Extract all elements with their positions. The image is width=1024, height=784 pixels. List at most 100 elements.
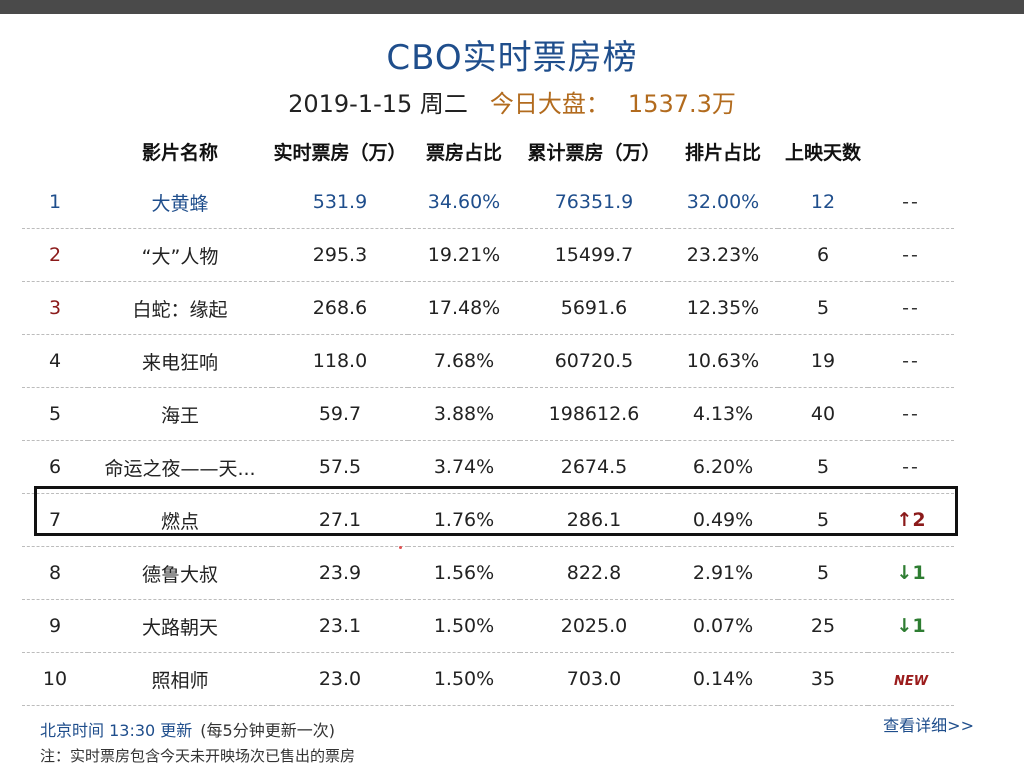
rank-cell: 3 xyxy=(22,281,88,335)
days-cell: 5 xyxy=(778,281,868,335)
rank-cell: 9 xyxy=(22,599,88,653)
days-cell: 5 xyxy=(778,546,868,600)
trend-change: 2 xyxy=(912,509,926,531)
movie-name[interactable]: 照相师 xyxy=(88,652,272,706)
realtime-cell: 59.7 xyxy=(272,387,408,441)
trend-cell: -- xyxy=(868,387,954,441)
movie-name[interactable]: 燃点 xyxy=(88,493,272,547)
days-cell: 19 xyxy=(778,334,868,388)
update-time-text: 北京时间 13:30 更新 xyxy=(40,721,193,740)
total-cell: 822.8 xyxy=(520,546,668,600)
header-total: 累计票房（万） xyxy=(527,141,661,164)
realtime-cell: 23.0 xyxy=(272,652,408,706)
movie-name[interactable]: 大黄蜂 xyxy=(88,176,272,229)
share-cell: 1.50% xyxy=(408,599,520,653)
schedule-cell: 0.14% xyxy=(668,652,778,706)
realtime-cell: 268.6 xyxy=(272,281,408,335)
market-label: 今日大盘： xyxy=(489,90,610,118)
schedule-cell: 2.91% xyxy=(668,546,778,600)
trend-cell: -- xyxy=(868,440,954,494)
realtime-cell: 531.9 xyxy=(272,176,408,229)
movie-name[interactable]: 命运之夜——天... xyxy=(88,440,272,494)
rank-cell: 6 xyxy=(22,440,88,494)
share-cell: 3.88% xyxy=(408,387,520,441)
trend-flat: -- xyxy=(902,350,920,372)
market-value: 1537.3万 xyxy=(627,90,736,118)
movie-name[interactable]: 大路朝天 xyxy=(88,599,272,653)
trend-cell: -- xyxy=(868,228,954,282)
days-cell: 12 xyxy=(778,176,868,229)
total-cell: 76351.9 xyxy=(520,176,668,229)
total-cell: 2674.5 xyxy=(520,440,668,494)
highlight-box xyxy=(34,486,958,536)
realtime-cell: 57.5 xyxy=(272,440,408,494)
share-cell: 1.50% xyxy=(408,652,520,706)
share-cell: 19.21% xyxy=(408,228,520,282)
share-cell: 1.76% xyxy=(408,493,520,547)
share-cell: 3.74% xyxy=(408,440,520,494)
schedule-cell: 23.23% xyxy=(668,228,778,282)
box-office-table: 影片名称 实时票房（万） 票房占比 累计票房（万） 排片占比 上映天数 1 大黄… xyxy=(22,126,954,706)
date-line: 2019-1-15 周二 今日大盘： 1537.3万 xyxy=(0,84,1024,119)
header-share: 票房占比 xyxy=(425,141,502,164)
days-cell: 5 xyxy=(778,493,868,547)
trend-cell: NEW xyxy=(868,652,954,706)
table-row-highlighted[interactable]: 7 燃点 27.1 1.76% 286.1 0.49% 5 ↑2 xyxy=(22,493,954,547)
days-cell: 40 xyxy=(778,387,868,441)
schedule-cell: 10.63% xyxy=(668,334,778,388)
table-row[interactable]: 5 海王 59.7 3.88% 198612.6 4.13% 40 -- xyxy=(22,387,954,441)
trend-flat: -- xyxy=(902,297,920,319)
update-time: 北京时间 13:30 更新 (每5分钟更新一次) xyxy=(40,717,335,741)
rank-cell: 1 xyxy=(22,176,88,229)
rank-cell: 8 xyxy=(22,546,88,600)
schedule-cell: 32.00% xyxy=(668,176,778,229)
trend-cell: ↓1 xyxy=(868,599,954,653)
stray-dot xyxy=(399,546,402,549)
days-cell: 5 xyxy=(778,440,868,494)
trend-flat: -- xyxy=(902,244,920,266)
trend-cell: ↑2 xyxy=(868,493,954,547)
movie-name[interactable]: 来电狂响 xyxy=(88,334,272,388)
movie-name[interactable]: 德鲁大叔 xyxy=(88,546,272,600)
total-cell: 5691.6 xyxy=(520,281,668,335)
date-text: 2019-1-15 周二 xyxy=(288,90,468,118)
update-interval: (每5分钟更新一次) xyxy=(200,721,335,740)
table-row[interactable]: 2 “大”人物 295.3 19.21% 15499.7 23.23% 6 -- xyxy=(22,228,954,282)
table-row[interactable]: 6 命运之夜——天... 57.5 3.74% 2674.5 6.20% 5 -… xyxy=(22,440,954,494)
top-bar xyxy=(0,0,1024,14)
new-badge: NEW xyxy=(893,674,929,689)
trend-flat: -- xyxy=(902,191,920,213)
arrow-down-icon: ↓ xyxy=(896,562,913,584)
schedule-cell: 4.13% xyxy=(668,387,778,441)
rank-cell: 7 xyxy=(22,493,88,547)
realtime-cell: 118.0 xyxy=(272,334,408,388)
movie-name[interactable]: 海王 xyxy=(88,387,272,441)
total-cell: 60720.5 xyxy=(520,334,668,388)
realtime-cell: 23.1 xyxy=(272,599,408,653)
movie-name[interactable]: 白蛇：缘起 xyxy=(88,281,272,335)
total-cell: 2025.0 xyxy=(520,599,668,653)
table-row[interactable]: 3 白蛇：缘起 268.6 17.48% 5691.6 12.35% 5 -- xyxy=(22,281,954,335)
table-row[interactable]: 10 照相师 23.0 1.50% 703.0 0.14% 35 NEW xyxy=(22,652,954,706)
rank-cell: 4 xyxy=(22,334,88,388)
share-cell: 17.48% xyxy=(408,281,520,335)
share-cell: 7.68% xyxy=(408,334,520,388)
trend-cell: -- xyxy=(868,334,954,388)
share-cell: 1.56% xyxy=(408,546,520,600)
rank-cell: 10 xyxy=(22,652,88,706)
movie-name[interactable]: “大”人物 xyxy=(88,228,272,282)
total-cell: 198612.6 xyxy=(520,387,668,441)
table-row[interactable]: 1 大黄蜂 531.9 34.60% 76351.9 32.00% 12 -- xyxy=(22,176,954,229)
table-row[interactable]: 9 大路朝天 23.1 1.50% 2025.0 0.07% 25 ↓1 xyxy=(22,599,954,653)
view-details-link[interactable]: 查看详细>> xyxy=(883,716,974,735)
total-cell: 286.1 xyxy=(520,493,668,547)
realtime-cell: 295.3 xyxy=(272,228,408,282)
table-row[interactable]: 8 德鲁大叔 23.9 1.56% 822.8 2.91% 5 ↓1 xyxy=(22,546,954,600)
days-cell: 25 xyxy=(778,599,868,653)
table-row[interactable]: 4 来电狂响 118.0 7.68% 60720.5 10.63% 19 -- xyxy=(22,334,954,388)
arrow-up-icon: ↑ xyxy=(896,509,913,531)
realtime-cell: 27.1 xyxy=(272,493,408,547)
header-name: 影片名称 xyxy=(141,141,218,164)
arrow-down-icon: ↓ xyxy=(896,615,913,637)
header-trend xyxy=(868,126,954,176)
